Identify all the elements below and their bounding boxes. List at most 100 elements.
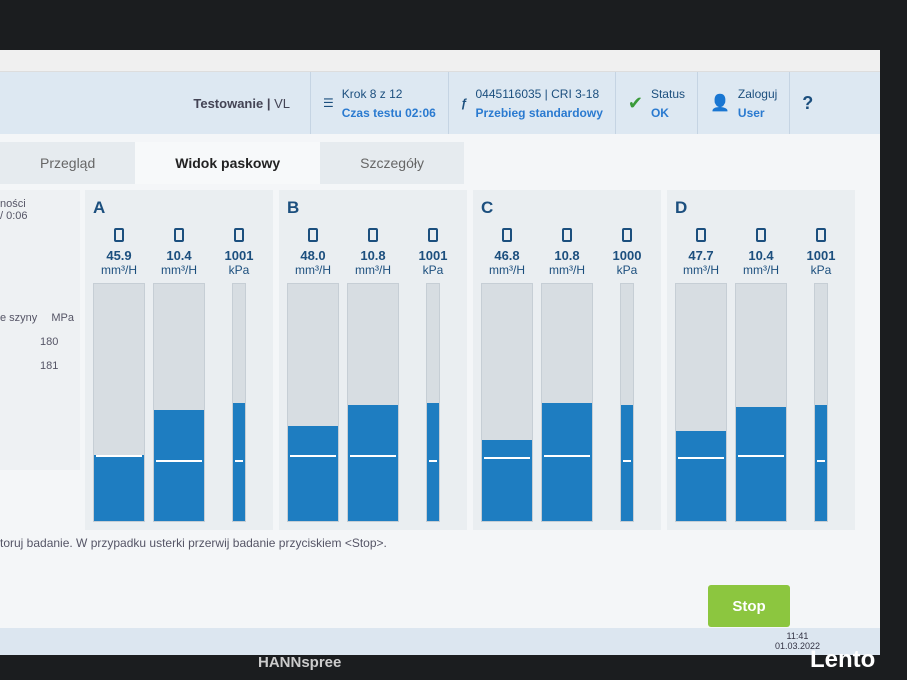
clock-time: 11:41 — [786, 631, 809, 641]
columns: 48.0 mm³/H 10.8 mm³/H 1001 kPa — [287, 228, 459, 522]
bar-fill — [482, 440, 532, 521]
group-name: D — [675, 198, 688, 217]
bar-group: D 47.7 mm³/H 10.4 mm³/H 1001 kPa — [667, 190, 855, 530]
help[interactable]: ? — [789, 72, 825, 134]
login-label: Zaloguj — [737, 86, 778, 101]
column-icon — [174, 228, 184, 242]
side-text: / 0:06 — [0, 210, 28, 222]
column-value: 10.8 — [554, 248, 580, 263]
mode: Przebieg standardowy — [475, 105, 603, 120]
bar-fill — [94, 454, 144, 521]
column: 47.7 mm³/H — [675, 228, 727, 522]
header-title: Testowanie | VL — [193, 95, 290, 111]
column-icon — [696, 228, 706, 242]
column-unit: mm³/H — [161, 263, 197, 277]
column-value: 1001 — [418, 248, 448, 263]
column-unit: mm³/H — [683, 263, 719, 277]
bar-fill — [736, 407, 786, 521]
side-unit: MPa — [51, 312, 74, 324]
tab[interactable]: Przegląd — [0, 142, 136, 184]
bar-marker — [544, 455, 590, 458]
taskbar: 11:41 01.03.2022 — [0, 628, 880, 655]
message: toruj badanie. W przypadku usterki przer… — [0, 536, 387, 550]
bar-group: A 45.9 mm³/H 10.4 mm³/H 1001 kPa — [85, 190, 273, 530]
bar-fill — [621, 404, 633, 521]
login-cell[interactable]: 👤 Zaloguj User — [697, 72, 789, 134]
part-cell: ƒ 0445116035 | CRI 3-18 Przebieg standardo… — [447, 72, 615, 134]
tab[interactable]: Szczegóły — [320, 142, 464, 184]
side-value: 180 — [40, 336, 59, 348]
part: 0445116035 | CRI 3-18 — [475, 86, 600, 101]
column-value: 1000 — [612, 248, 642, 263]
column: 48.0 mm³/H — [287, 228, 339, 522]
column-icon — [816, 228, 826, 242]
bar-marker — [623, 459, 631, 462]
bar-marker — [156, 459, 202, 462]
bar-track — [675, 283, 727, 522]
column-value: 1001 — [806, 248, 836, 263]
screen: Testowanie | VL ☰ Krok 8 z 12 Czas testu 0… — [0, 50, 880, 655]
column-icon — [368, 228, 378, 242]
stop-button[interactable]: Stop — [708, 585, 790, 627]
column: 45.9 mm³/H — [93, 228, 145, 522]
column-unit: mm³/H — [355, 263, 391, 277]
column-unit: mm³/H — [743, 263, 779, 277]
bar-track — [93, 283, 145, 522]
step-cell: ☰ Krok 8 z 12 Czas testu 02:06 — [310, 72, 448, 134]
time: Czas testu 02:06 — [341, 105, 436, 120]
column-unit: kPa — [810, 263, 832, 277]
bar-fill — [233, 402, 245, 521]
columns: 46.8 mm³/H 10.8 mm³/H 1000 kPa — [481, 228, 653, 522]
column-unit: mm³/H — [489, 263, 525, 277]
column: 10.4 mm³/H — [153, 228, 205, 522]
bar-fill — [815, 404, 827, 521]
bar-fill — [542, 402, 592, 521]
group-name: C — [481, 198, 494, 217]
status-label: Status — [650, 86, 685, 101]
column-icon — [502, 228, 512, 242]
column-icon — [756, 228, 766, 242]
column-unit: mm³/H — [101, 263, 137, 277]
bar-marker — [290, 455, 336, 458]
column-value: 48.0 — [300, 248, 326, 263]
column: 1000 kPa — [601, 228, 653, 522]
column: 1001 kPa — [213, 228, 265, 522]
bar-group: B 48.0 mm³/H 10.8 mm³/H 1001 kPa — [279, 190, 467, 530]
bar-fill — [154, 409, 204, 521]
column: 10.8 mm³/H — [347, 228, 399, 522]
bar-fill — [427, 402, 439, 521]
bar-marker — [350, 455, 396, 458]
tabs: Przegląd Widok paskowy Szczegóły — [0, 142, 860, 184]
column-icon — [114, 228, 124, 242]
column-value: 10.4 — [166, 248, 192, 263]
header: Testowanie | VL ☰ Krok 8 z 12 Czas testu 0… — [0, 72, 880, 134]
bar-marker — [678, 457, 724, 460]
bar-track — [481, 283, 533, 522]
tab[interactable]: Widok paskowy — [135, 142, 321, 184]
bar-track — [232, 283, 246, 522]
column-unit: kPa — [228, 263, 250, 277]
bar-track — [426, 283, 440, 522]
side-panel: ności / 0:06 e szyny MPa 180 181 — [0, 190, 80, 470]
column-value: 45.9 — [106, 248, 132, 263]
status-cell[interactable]: ✔ Status OK — [614, 72, 697, 134]
column-icon — [562, 228, 572, 242]
side-text: e szyny — [0, 312, 38, 324]
column: 1001 kPa — [795, 228, 847, 522]
column-value: 1001 — [224, 248, 254, 263]
bar-track — [814, 283, 828, 522]
column-value: 10.4 — [748, 248, 774, 263]
bar-marker — [738, 455, 784, 458]
bar-marker — [484, 457, 530, 460]
column-unit: mm³/H — [295, 263, 331, 277]
column: 10.8 mm³/H — [541, 228, 593, 522]
group-name: A — [93, 198, 106, 217]
bar-group: C 46.8 mm³/H 10.8 mm³/H 1000 kPa — [473, 190, 661, 530]
bar-track — [347, 283, 399, 522]
side-value: 181 — [40, 360, 59, 372]
column-icon — [234, 228, 244, 242]
group-name: B — [287, 198, 300, 217]
bar-groups: A 45.9 mm³/H 10.4 mm³/H 1001 kPa B 48.0 mm³/H 10.8… — [85, 190, 855, 530]
watermark: Lento — [810, 646, 876, 673]
status: OK — [650, 105, 669, 120]
